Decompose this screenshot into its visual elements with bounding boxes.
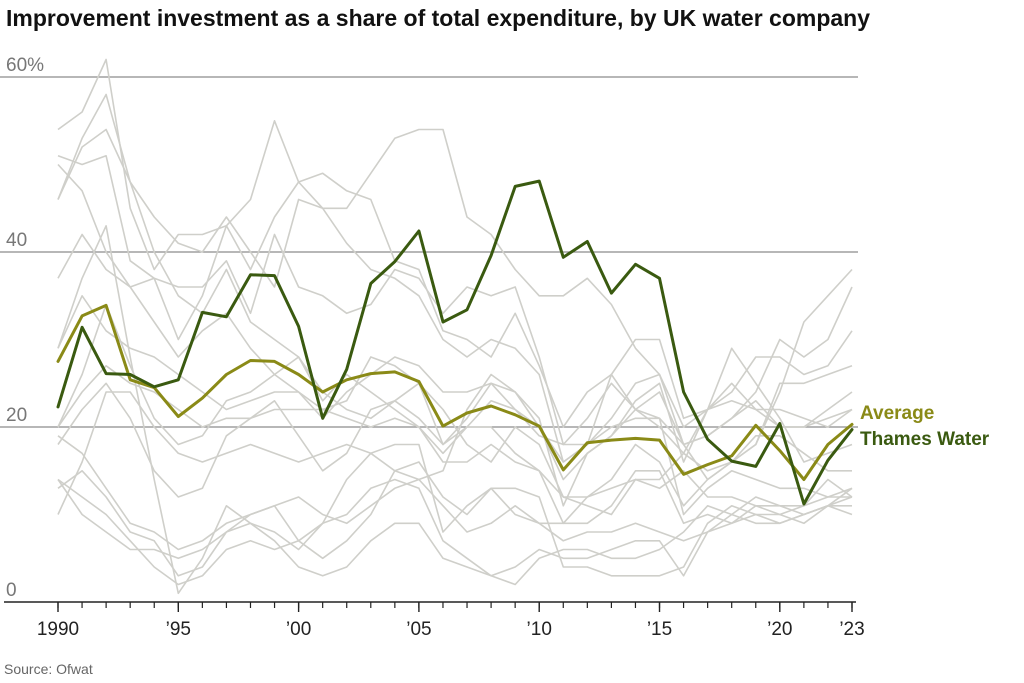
background-series-line bbox=[57, 225, 853, 595]
background-series-line bbox=[57, 295, 853, 446]
x-tick-label: ’15 bbox=[647, 619, 672, 640]
background-series-line bbox=[57, 303, 852, 525]
y-tick-label: 0 bbox=[6, 580, 17, 601]
x-tick-label: ’23 bbox=[839, 619, 864, 640]
average-label: Average bbox=[860, 403, 934, 424]
background-series-line bbox=[57, 470, 852, 577]
background-series-line bbox=[57, 373, 852, 516]
thames-water-line bbox=[56, 179, 854, 506]
y-tick-label: 40 bbox=[6, 230, 27, 251]
source-note: Source: Ofwat bbox=[4, 661, 93, 677]
background-series-line bbox=[57, 233, 853, 472]
background-series-line bbox=[57, 155, 853, 428]
x-tick-label: ’10 bbox=[527, 619, 552, 640]
y-tick-label: 20 bbox=[6, 405, 27, 426]
x-axis: 1990 ’95 ’00 ’05 ’10 ’15 ’20 ’23 bbox=[4, 601, 865, 640]
gridlines bbox=[0, 76, 858, 428]
background-series-lines bbox=[57, 58, 853, 595]
thames-water-label: Thames Water bbox=[860, 429, 990, 450]
background-series-line bbox=[57, 347, 853, 498]
x-tick-label: ’20 bbox=[767, 619, 792, 640]
y-tick-label: 60% bbox=[6, 55, 44, 76]
x-tick-label: 1990 bbox=[37, 619, 79, 640]
chart-title: Improvement investment as a share of tot… bbox=[6, 5, 871, 31]
background-series-line bbox=[57, 461, 853, 577]
x-tick-label: ’00 bbox=[286, 619, 311, 640]
highlighted-series-lines bbox=[56, 179, 854, 506]
x-tick-label: ’05 bbox=[406, 619, 431, 640]
background-series-line bbox=[57, 365, 853, 498]
series-labels: Average Thames Water bbox=[860, 403, 990, 450]
x-tick-label: ’95 bbox=[166, 619, 191, 640]
average-line bbox=[56, 303, 854, 481]
y-axis-ticks: 0 20 40 60% bbox=[6, 55, 44, 601]
background-series-line bbox=[57, 128, 853, 516]
background-series-line bbox=[57, 478, 853, 586]
